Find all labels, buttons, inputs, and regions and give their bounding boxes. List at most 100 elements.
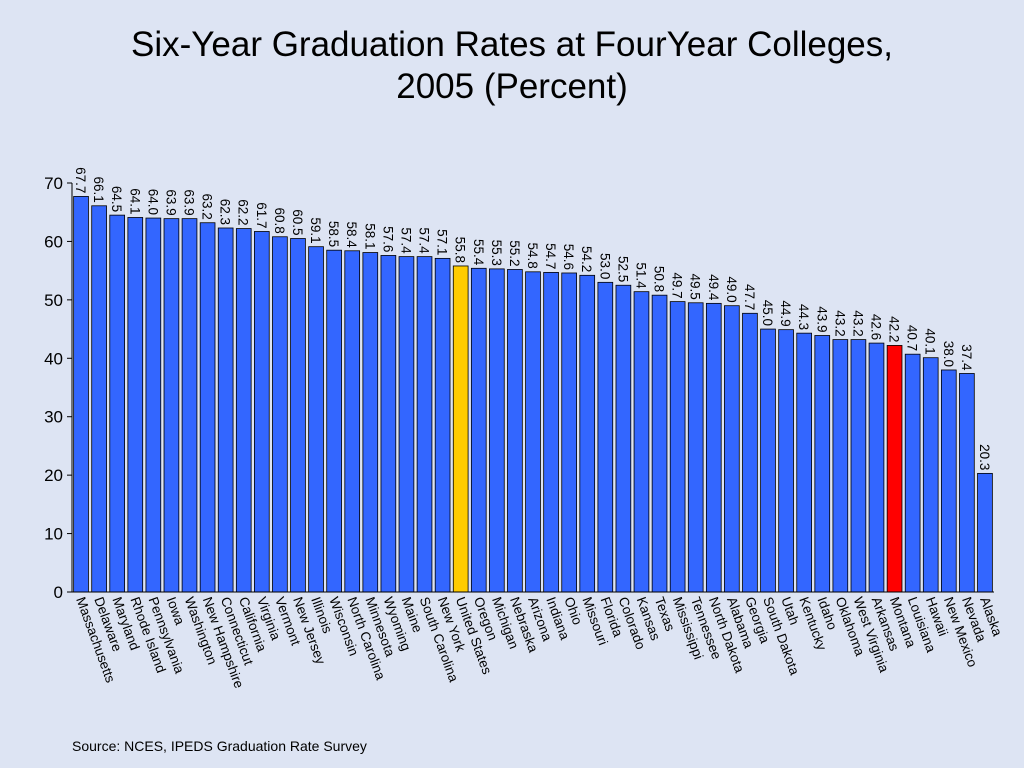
data-label: 54.7 <box>543 243 558 269</box>
data-label: 64.5 <box>109 186 124 212</box>
bar <box>507 269 523 593</box>
data-label: 49.5 <box>688 273 703 299</box>
source-note: Source: NCES, IPEDS Graduation Rate Surv… <box>72 738 367 754</box>
bar <box>868 342 885 593</box>
bar <box>850 339 867 593</box>
bar <box>760 328 776 593</box>
data-label: 63.2 <box>200 193 215 219</box>
bar <box>922 357 939 593</box>
data-label: 55.4 <box>471 239 486 266</box>
bar <box>579 274 596 593</box>
data-label: 53.0 <box>597 253 612 279</box>
data-label: 40.1 <box>923 328 938 354</box>
data-label: 63.9 <box>163 189 178 215</box>
bar <box>91 205 107 593</box>
bar <box>254 231 270 593</box>
bar <box>705 302 722 593</box>
bar <box>561 272 577 593</box>
data-label: 37.4 <box>959 344 974 371</box>
data-label: 67.7 <box>73 167 88 193</box>
data-label: 43.2 <box>850 310 865 336</box>
data-label: 55.3 <box>489 240 504 266</box>
y-tick-label: 50 <box>44 291 63 310</box>
bar <box>398 256 415 593</box>
bar <box>362 252 379 593</box>
data-label: 61.7 <box>254 202 269 228</box>
data-label: 58.1 <box>362 223 377 249</box>
data-label: 43.9 <box>814 306 829 332</box>
bar <box>832 339 849 593</box>
bar <box>416 256 433 593</box>
y-tick-label: 60 <box>44 232 63 251</box>
bar <box>127 217 144 593</box>
bar <box>344 250 361 593</box>
bar <box>326 249 342 593</box>
data-label: 20.3 <box>977 444 992 470</box>
data-label: 55.2 <box>507 240 522 266</box>
data-label: 57.4 <box>417 227 432 254</box>
bar <box>470 267 487 593</box>
data-label: 40.7 <box>905 325 920 351</box>
bar <box>380 255 397 593</box>
data-label: 57.6 <box>380 226 395 252</box>
data-label: 52.5 <box>615 256 630 282</box>
y-tick-label: 30 <box>44 408 63 427</box>
data-label: 49.4 <box>706 274 721 301</box>
data-label: 66.1 <box>91 177 106 203</box>
bar <box>217 227 234 593</box>
bar <box>525 271 541 593</box>
bar <box>109 214 126 593</box>
bar <box>272 236 288 593</box>
bar <box>543 271 559 593</box>
bar <box>904 353 921 593</box>
bar <box>290 238 306 593</box>
data-label: 50.8 <box>652 266 667 292</box>
bar <box>651 294 668 593</box>
data-label: 51.4 <box>633 262 648 289</box>
bar <box>434 257 451 593</box>
chart-title-line-2: 2005 (Percent) <box>396 67 628 106</box>
y-tick-label: 10 <box>44 525 63 544</box>
bar <box>724 305 740 593</box>
bar <box>633 291 650 593</box>
y-tick-label: 70 <box>44 174 63 193</box>
bar <box>886 345 903 593</box>
bar <box>778 329 794 593</box>
data-label: 54.2 <box>579 246 594 272</box>
y-tick-label: 0 <box>54 583 63 602</box>
bar <box>796 332 812 593</box>
bar <box>181 218 198 593</box>
data-label: 60.5 <box>290 209 305 235</box>
bar <box>163 218 180 593</box>
bar <box>814 335 831 593</box>
data-label: 42.6 <box>868 314 883 340</box>
data-label: 45.0 <box>760 300 775 326</box>
data-label: 63.9 <box>182 189 197 215</box>
data-label: 54.6 <box>561 244 576 270</box>
chart-title: Six-Year Graduation Rates at FourYear Co… <box>0 24 1024 108</box>
bar <box>977 472 993 593</box>
bar <box>452 265 469 593</box>
y-tick-label: 20 <box>44 466 63 485</box>
bar <box>489 268 505 593</box>
data-label: 57.4 <box>398 227 413 254</box>
bar <box>959 373 975 593</box>
data-label: 58.4 <box>344 221 359 248</box>
data-label: 62.3 <box>218 199 233 225</box>
bar <box>308 246 324 593</box>
data-label: 64.1 <box>127 188 142 214</box>
data-label: 47.7 <box>742 284 757 310</box>
bar <box>235 228 252 593</box>
data-label: 59.1 <box>308 217 323 243</box>
data-label: 49.7 <box>670 272 685 298</box>
data-label: 42.2 <box>887 316 902 342</box>
data-label: 60.8 <box>272 207 287 233</box>
bar <box>145 217 162 593</box>
data-label: 62.2 <box>236 199 251 225</box>
chart-title-line-1: Six-Year Graduation Rates at FourYear Co… <box>130 25 893 64</box>
data-label: 64.0 <box>145 189 160 215</box>
bar <box>687 302 704 593</box>
y-tick-label: 40 <box>44 349 63 368</box>
data-label: 49.0 <box>724 276 739 302</box>
